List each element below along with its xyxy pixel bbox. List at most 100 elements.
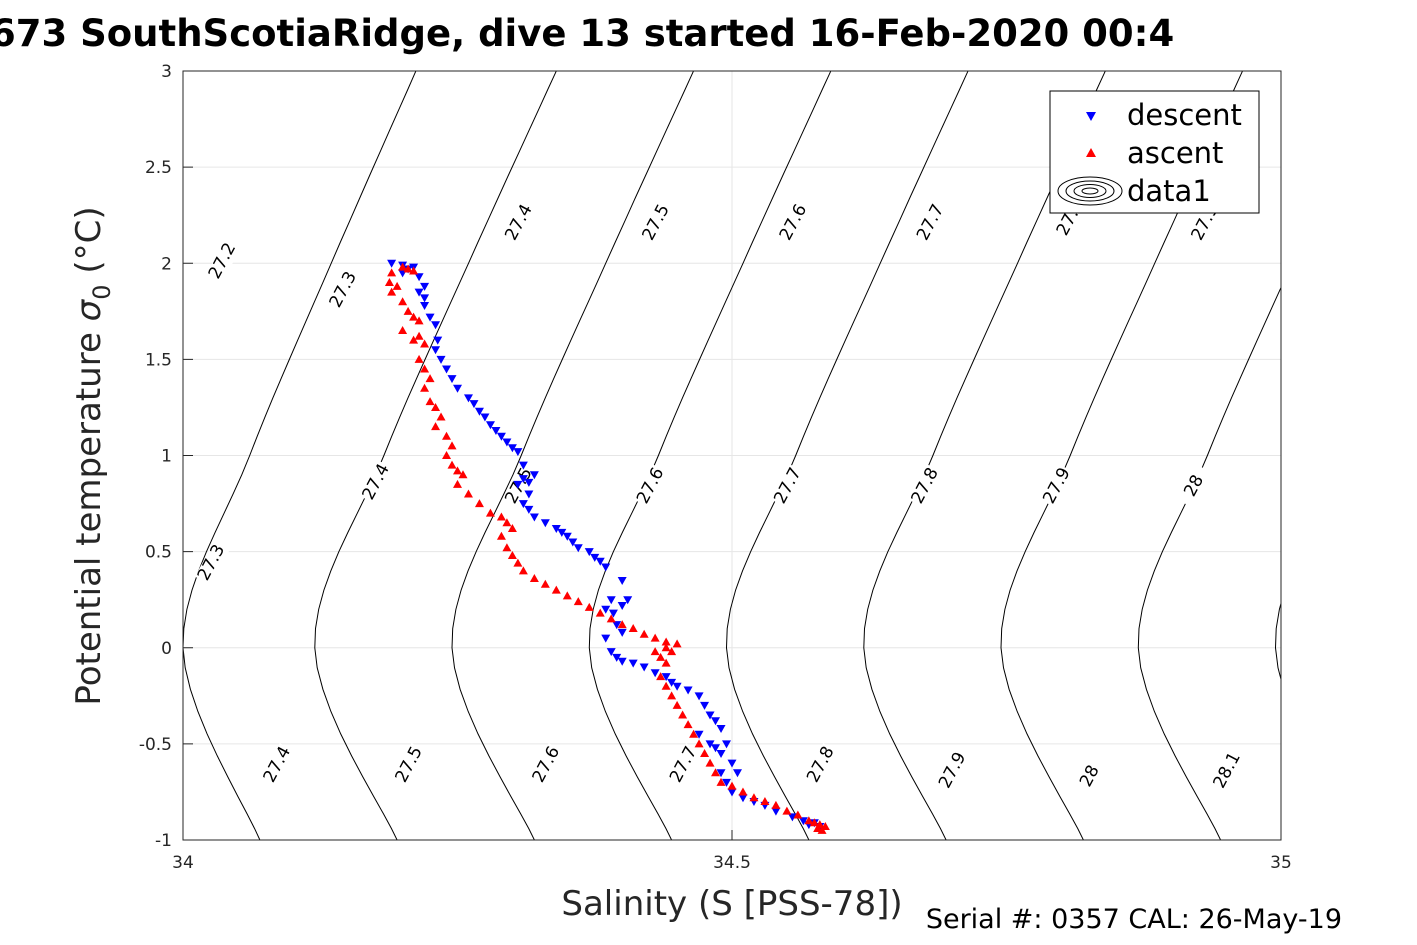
y-axis-label-subscript: 0	[88, 284, 116, 299]
ascent-point	[661, 681, 671, 690]
contour-label-bg	[639, 201, 675, 245]
ascent-point	[474, 499, 484, 508]
contour-label-bg	[634, 464, 669, 509]
ascent-point	[678, 710, 688, 719]
y-axis-label-symbol: σ	[69, 298, 109, 321]
y-tick-label: 0.5	[145, 543, 172, 563]
legend-ascent-marker	[1086, 148, 1096, 157]
ascent-point	[595, 608, 605, 617]
ascent-point	[420, 364, 430, 373]
descent-point	[595, 557, 605, 566]
ascent-point	[496, 512, 506, 521]
descent-point	[529, 471, 539, 480]
y-tick-label: 1	[161, 447, 172, 467]
descent-point	[612, 621, 622, 630]
ascent-point	[507, 524, 517, 533]
ascent-point	[403, 264, 413, 273]
descent-point	[738, 794, 748, 803]
y-axis-label-main: Potential temperature	[69, 321, 109, 705]
x-tick-label: 34.5	[713, 853, 751, 873]
contour-label-bg	[1040, 464, 1076, 509]
descent-point	[431, 321, 441, 330]
ascent-point	[793, 810, 803, 819]
ascent-point	[705, 758, 715, 767]
ascent-point	[392, 281, 402, 290]
y-tick-label: 2.5	[145, 158, 172, 178]
descent-point	[601, 563, 611, 572]
isopycnal-27.4	[314, 71, 557, 840]
ascent-point	[409, 266, 419, 275]
ascent-point	[529, 574, 539, 583]
descent-point	[617, 628, 627, 637]
ascent-point	[700, 748, 710, 757]
ascent-point	[617, 620, 627, 629]
descent-point	[431, 346, 441, 355]
descent-point	[601, 605, 611, 614]
descent-point	[518, 500, 528, 509]
ascent-point	[562, 591, 572, 600]
descent-point	[496, 432, 506, 441]
contour-label-bg	[1210, 748, 1246, 793]
descent-point	[414, 273, 424, 282]
descent-point	[683, 686, 693, 695]
descent-point	[447, 375, 457, 384]
ascent-point	[782, 806, 792, 815]
descent-point	[562, 532, 572, 541]
ascent-point	[716, 777, 726, 786]
ascent-point	[749, 793, 759, 802]
descent-point	[491, 427, 501, 436]
contour-label-bg	[1073, 754, 1109, 799]
ascent-point	[738, 787, 748, 796]
descent-point	[474, 407, 484, 416]
isopycnal-27.5	[451, 71, 695, 840]
descent-point	[420, 282, 430, 291]
contour-label-bg	[502, 464, 538, 509]
descent-point	[485, 421, 495, 430]
ascent-point	[414, 331, 424, 340]
isopycnal-28.1	[1274, 601, 1281, 682]
ascent-point	[447, 460, 457, 469]
descent-point	[727, 788, 737, 797]
ascent-point	[387, 287, 397, 296]
y-tick-label: -1	[155, 831, 172, 851]
legend: descent ascent data1	[1049, 90, 1260, 214]
descent-point	[700, 701, 710, 710]
descent-point	[387, 259, 397, 268]
ascent-point	[502, 518, 512, 527]
descent-point	[606, 648, 616, 657]
ascent-point	[689, 729, 699, 738]
descent-point	[518, 475, 528, 484]
contour-label-bg	[359, 460, 395, 505]
ascent-point	[656, 672, 666, 681]
descent-point	[469, 400, 479, 409]
contour-label-bg	[392, 743, 428, 787]
x-axis-label: Salinity (S [PSS-78])	[561, 884, 902, 924]
contour-label-bg	[1177, 464, 1213, 509]
descent-point	[420, 294, 430, 303]
isopycnal-27.7	[725, 71, 969, 840]
chart-title: 673 SouthScotiaRidge, dive 13 started 16…	[0, 12, 1174, 55]
ascent-point	[650, 647, 660, 656]
descent-point	[518, 461, 528, 470]
legend-box	[1049, 90, 1260, 214]
ascent-point	[661, 637, 671, 646]
descent-point	[612, 653, 622, 662]
ascent-point	[414, 354, 424, 363]
descent-point	[584, 548, 594, 557]
contour-label-bg	[804, 743, 840, 787]
descent-point	[513, 480, 523, 489]
ascent-point	[771, 800, 781, 809]
ascent-point	[760, 797, 770, 806]
descent-point	[425, 313, 435, 322]
ascent-point	[661, 643, 671, 652]
contour-label-bg	[529, 743, 565, 787]
x-tick-label: 34	[172, 853, 194, 873]
contour-label-bg	[326, 268, 362, 313]
descent-point	[628, 659, 638, 668]
ascent-point	[518, 566, 528, 575]
descent-point	[711, 744, 721, 753]
isopycnal-27.6	[588, 71, 832, 840]
ascent-point	[727, 781, 737, 790]
tick-layer: 34 34.5 35 -1 -0.5 0 0.5 1 1.5 2 2.5 3	[139, 62, 1292, 873]
